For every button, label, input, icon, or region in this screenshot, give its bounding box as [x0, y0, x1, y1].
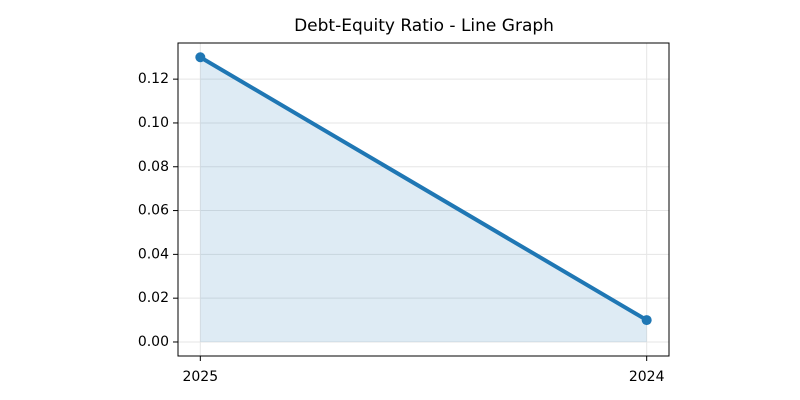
y-tick-label: 0.08: [138, 159, 169, 175]
plot-frame: [177, 42, 670, 357]
point: [195, 52, 206, 63]
y-tick-label: 0.00: [138, 334, 169, 350]
y-tick-label: 0.12: [138, 71, 169, 87]
y-tick-label: 0.10: [138, 115, 169, 131]
area: [200, 57, 647, 342]
x-tick-label: 2025: [182, 369, 218, 385]
y-tick-label: 0.02: [138, 290, 169, 306]
chart-title: Debt-Equity Ratio - Line Graph: [294, 16, 554, 36]
y-tick-label: 0.04: [138, 246, 169, 262]
point: [641, 315, 652, 326]
line: [198, 55, 649, 323]
y-tick-label: 0.06: [138, 203, 169, 219]
x-tick-label: 2024: [629, 369, 665, 385]
